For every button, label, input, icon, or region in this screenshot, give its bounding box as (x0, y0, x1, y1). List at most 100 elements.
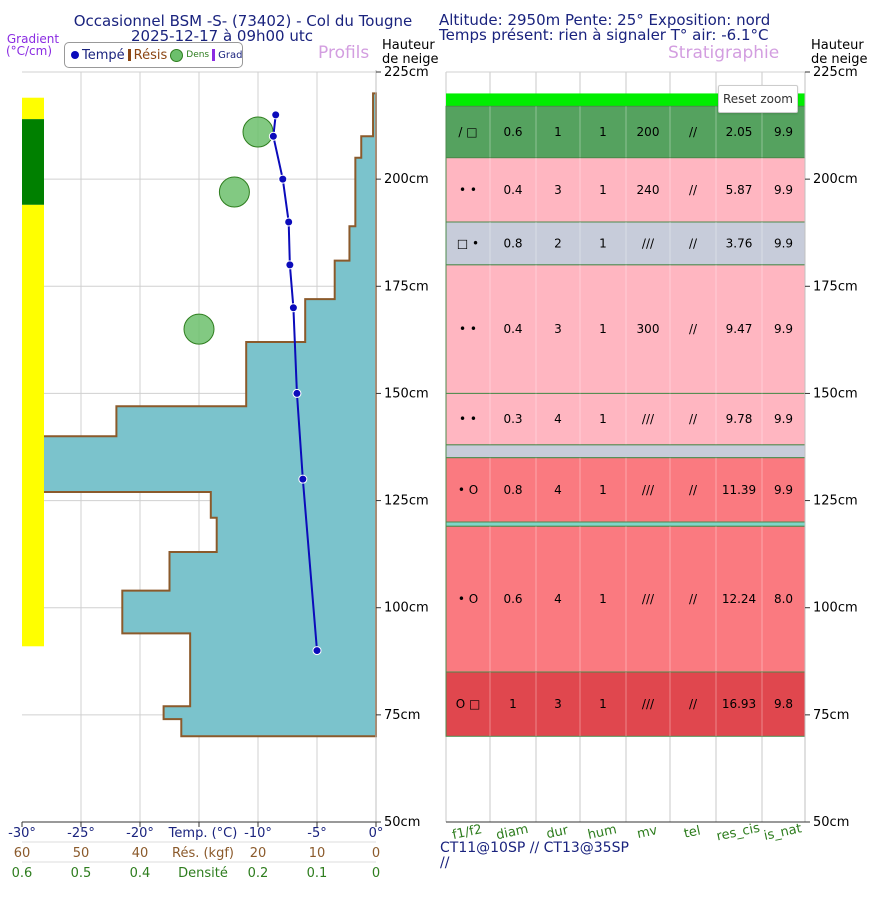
dens-tick-label: 0.5 (71, 866, 92, 881)
res-tick-label: 50 (73, 846, 90, 861)
hauteur-label-right-2: de neige (811, 52, 867, 67)
circle-icon (170, 48, 184, 62)
strat-cell-res_cis: 9.47 (726, 322, 753, 336)
legend-label-temperature: Tempé (82, 47, 125, 63)
res-tick-label: 10 (309, 846, 326, 861)
temperature-point (288, 303, 298, 313)
legend-label-resistance: Résis (133, 47, 168, 63)
strat-cell-dur: 3 (554, 183, 562, 197)
strat-cell-hum: 1 (599, 322, 607, 336)
strat-cell-dur: 2 (554, 236, 562, 250)
strat-cell-is_nat: 9.9 (774, 412, 793, 426)
strat-cell-f: • • (459, 183, 477, 197)
gradient-unit: (°C/cm) (6, 44, 52, 58)
legend-item-resistance[interactable]: Résis (127, 47, 168, 63)
strat-column-label: mv (636, 823, 659, 842)
strat-cell-f: / □ (458, 125, 477, 139)
strat-cell-hum: 1 (599, 125, 607, 139)
height-tick-label-left: 150cm (384, 386, 429, 401)
strat-cell-res_cis: 11.39 (722, 483, 756, 497)
strat-cell-res_cis: 9.78 (726, 412, 753, 426)
strat-cell-tel: // (689, 483, 698, 497)
strat-cell-dur: 4 (554, 412, 562, 426)
strat-cell-is_nat: 9.9 (774, 183, 793, 197)
strat-column-label: diam (495, 822, 530, 843)
strat-cell-hum: 1 (599, 236, 607, 250)
profils-plot-area: -30° -25° -20° Temp. (°C) -10° -5° 0° 60 50 40 Rés… (8, 65, 428, 881)
chart-legend: Tempé Résis Dens Grad (64, 42, 243, 68)
dens-tick-label: 0 (372, 866, 380, 881)
strat-layer (445, 157, 806, 223)
strat-cell-tel: // (689, 125, 698, 139)
dens-tick-label: 0.6 (12, 866, 33, 881)
res-tick-label: 40 (132, 846, 149, 861)
strat-cell-res_cis: 16.93 (722, 697, 756, 711)
height-tick-label-left: 75cm (384, 708, 420, 723)
strat-cell-diam: 1 (509, 697, 517, 711)
gradient-band-green (22, 119, 44, 205)
stratigraphie-plot-area: / □ 0.6 1 1 200 // 2.05 9.9 • • 0.4 3 1 240 // 5.87 9.9… (445, 65, 858, 844)
legend-item-density[interactable]: Dens (170, 48, 209, 62)
height-tick-label-right: 125cm (813, 494, 858, 509)
legend-item-temperature[interactable]: Tempé (71, 48, 125, 63)
height-tick-label-left: 200cm (384, 172, 429, 187)
reset-zoom-button[interactable]: Reset zoom (718, 85, 798, 113)
strat-cell-mv: 200 (637, 125, 660, 139)
strat-column-label: hum (586, 822, 618, 843)
strat-column-label: f1/f2 (451, 822, 484, 843)
strat-cell-mv: /// (642, 412, 655, 426)
strat-cell-hum: 1 (599, 483, 607, 497)
strat-cell-diam: 0.6 (503, 125, 522, 139)
res-tick-label: 60 (14, 846, 31, 861)
strat-cell-f: • • (459, 412, 477, 426)
strat-cell-dur: 3 (554, 697, 562, 711)
strat-layer (445, 521, 806, 527)
temperature-point (312, 646, 322, 656)
strat-cell-diam: 0.8 (503, 236, 522, 250)
tests-line1: CT11@10SP // CT13@35SP (440, 840, 629, 856)
strat-layer (445, 671, 806, 737)
density-point (183, 313, 215, 345)
strat-column-label: is_nat (763, 821, 803, 844)
temp-tick-label: Temp. (°C) (168, 826, 238, 841)
hauteur-label-right-1: Hauteur (811, 38, 864, 53)
temperature-point (298, 474, 308, 484)
strat-cell-diam: 0.6 (503, 592, 522, 606)
strat-cell-is_nat: 9.9 (774, 236, 793, 250)
dens-tick-label: 0.1 (307, 866, 328, 881)
strat-layer (445, 105, 806, 159)
strat-cell-diam: 0.8 (503, 483, 522, 497)
strat-cell-diam: 0.4 (503, 183, 522, 197)
dens-tick-label: 0.4 (130, 866, 151, 881)
strat-cell-res_cis: 12.24 (722, 592, 756, 606)
strat-cell-mv: 240 (637, 183, 660, 197)
strat-cell-res_cis: 2.05 (726, 125, 753, 139)
chart-text-layer: Occasionnel BSM -S- (73402) - Col du Tou… (6, 11, 868, 871)
legend-item-gradient[interactable]: Grad (212, 49, 242, 61)
strat-layer (445, 264, 806, 394)
strat-cell-tel: // (689, 183, 698, 197)
dot-icon (71, 51, 79, 59)
height-tick-label-right: 150cm (813, 386, 858, 401)
temperature-point (285, 260, 295, 270)
strat-cell-dur: 1 (554, 125, 562, 139)
height-tick-label-left: 125cm (384, 494, 429, 509)
height-tick-label-right: 50cm (813, 815, 849, 830)
strat-cell-tel: // (689, 592, 698, 606)
legend-label-gradient: Grad (218, 49, 243, 61)
strat-cell-res_cis: 5.87 (726, 183, 753, 197)
strat-layer (445, 221, 806, 266)
bar-icon (212, 49, 216, 61)
strat-cell-hum: 1 (599, 697, 607, 711)
profile-title-line2: 2025-12-17 à 09h00 utc (131, 27, 313, 45)
strat-cell-is_nat: 9.9 (774, 483, 793, 497)
strat-cell-is_nat: 8.0 (774, 592, 793, 606)
height-tick-label-right: 75cm (813, 708, 849, 723)
height-tick-label-left: 175cm (384, 279, 429, 294)
profile-title-line1: Occasionnel BSM -S- (73402) - Col du Tou… (74, 12, 413, 30)
strat-cell-hum: 1 (599, 592, 607, 606)
strat-top-layer (446, 93, 805, 107)
strat-layer (445, 444, 806, 459)
temp-tick-label: -10° (244, 826, 272, 841)
